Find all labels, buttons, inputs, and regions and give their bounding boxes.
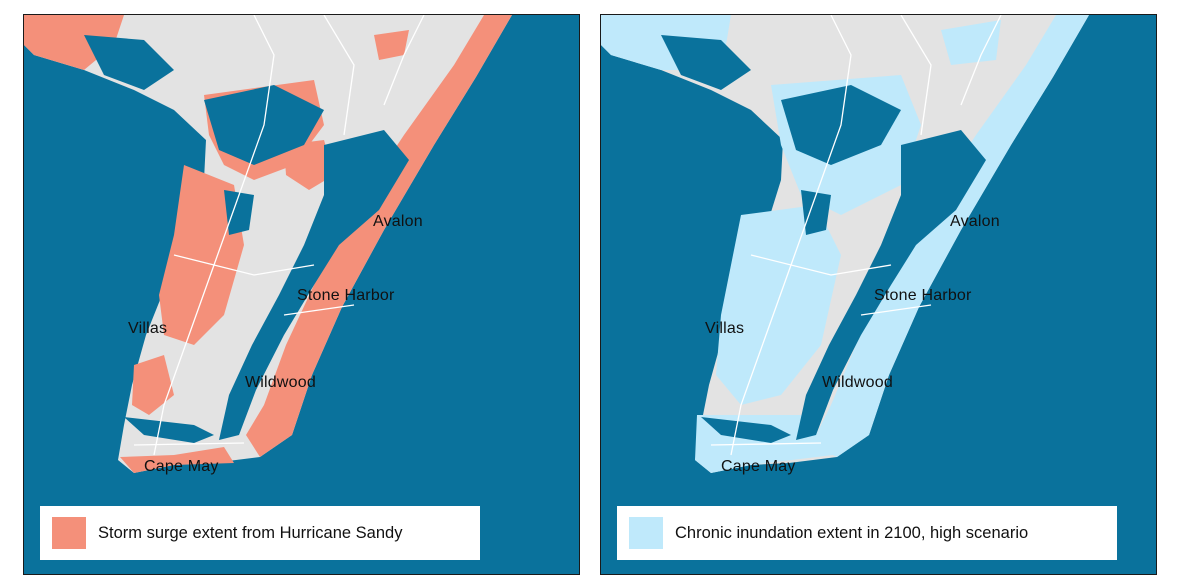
legend-swatch-chronic-inundation xyxy=(629,517,663,549)
map-legend: Chronic inundation extent in 2100, high … xyxy=(617,506,1117,560)
place-label-cape-may: Cape May xyxy=(144,458,219,475)
map-canvas xyxy=(601,15,1156,574)
map-canvas xyxy=(24,15,579,574)
place-label-stone-harbor: Stone Harbor xyxy=(297,287,395,304)
peninsula-land xyxy=(24,15,512,473)
place-label-cape-may: Cape May xyxy=(721,458,796,475)
place-label-villas: Villas xyxy=(128,320,168,337)
place-label-villas: Villas xyxy=(705,320,745,337)
place-label-wildwood: Wildwood xyxy=(822,374,893,391)
place-label-avalon: Avalon xyxy=(950,213,1000,230)
roads xyxy=(710,15,1002,456)
legend-label: Chronic inundation extent in 2100, high … xyxy=(675,523,1029,542)
place-label-wildwood: Wildwood xyxy=(245,374,316,391)
place-label-stone-harbor: Stone Harbor xyxy=(874,287,972,304)
roads xyxy=(133,15,425,456)
legend-swatch-storm-surge xyxy=(52,517,86,549)
map-panel-chronic-inundation: Avalon Stone Harbor Villas Wildwood Cape… xyxy=(600,14,1157,575)
map-legend: Storm surge extent from Hurricane Sandy xyxy=(40,506,480,560)
legend-label: Storm surge extent from Hurricane Sandy xyxy=(98,523,403,542)
place-label-avalon: Avalon xyxy=(373,213,423,230)
map-panel-storm-surge: Avalon Stone Harbor Villas Wildwood Cape… xyxy=(23,14,580,575)
